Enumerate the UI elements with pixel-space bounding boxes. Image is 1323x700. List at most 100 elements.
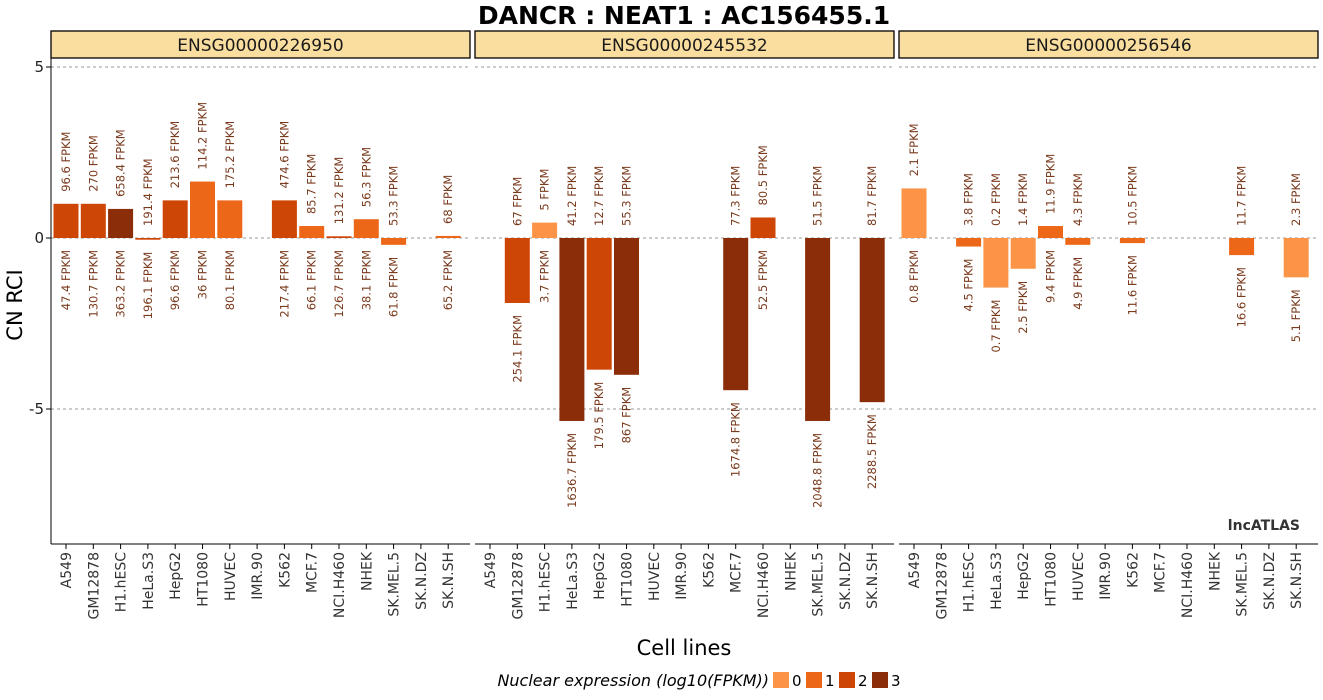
bar-label-nucleus: 3.7 FPKM xyxy=(538,250,552,303)
legend: Nuclear expression (log10(FPKM)) 0 1 2 3 xyxy=(497,671,900,690)
x-tick-label: SK.N.DZ xyxy=(414,552,430,610)
bar-label-nucleus: 66.1 FPKM xyxy=(305,250,319,310)
panel-ensg00000226950: ENSG00000226950 A549 GM12878 H1.hESC HeLa.S3… xyxy=(50,30,471,619)
x-tick-label: HUVEC xyxy=(223,552,239,601)
bar-a549 xyxy=(901,188,927,238)
bar-label-nucleus: 96.6 FPKM xyxy=(168,250,182,310)
bar-label-nucleus: 126.7 FPKM xyxy=(332,250,346,318)
legend-swatch xyxy=(839,672,855,688)
bar-label-nucleus: 65.2 FPKM xyxy=(441,250,455,310)
bar-label-cytoplasm: 11.7 FPKM xyxy=(1235,166,1249,226)
bar-nci-h460 xyxy=(750,217,776,238)
panel-ensg00000256546: ENSG00000256546 A549 GM12878 H1.hESC HeLa.S3… xyxy=(898,30,1319,619)
bar-label-cytoplasm: 68 FPKM xyxy=(441,175,455,224)
bar-label-nucleus: 196.1 FPKM xyxy=(141,252,155,320)
bar-ht1080 xyxy=(190,181,215,238)
bar-label-nucleus: 2.5 FPKM xyxy=(1016,281,1030,334)
x-tick-label: GM12878 xyxy=(934,552,950,619)
bar-huvec xyxy=(1065,238,1091,245)
bar-label-cytoplasm: 2.3 FPKM xyxy=(1289,173,1303,226)
x-tick-label: H1.hESC xyxy=(114,552,130,612)
bar-label-nucleus: 80.1 FPKM xyxy=(223,250,237,310)
x-tick-label: MCF.7 xyxy=(1153,552,1169,593)
panel-strip xyxy=(474,30,895,59)
bar-sk-n-sh xyxy=(1283,238,1309,278)
bar-label-cytoplasm: 474.6 FPKM xyxy=(277,121,291,189)
bar-label-nucleus: 217.4 FPKM xyxy=(277,250,291,318)
bar-label-cytoplasm: 55.3 FPKM xyxy=(620,166,634,226)
x-tick-label: NCI.H460 xyxy=(332,552,348,618)
x-tick-label: NHEK xyxy=(1207,551,1223,591)
bar-label-cytoplasm: 131.2 FPKM xyxy=(332,157,346,225)
x-tick-label: NHEK xyxy=(359,551,375,591)
bar-h1-hesc xyxy=(108,208,134,238)
bar-label-cytoplasm: 213.6 FPKM xyxy=(168,121,182,189)
bar-hepg2 xyxy=(586,238,612,370)
x-tick-label: MCF.7 xyxy=(729,552,745,593)
bar-k562 xyxy=(271,200,297,238)
bar-label-nucleus: 47.4 FPKM xyxy=(59,250,73,310)
bar-ht1080 xyxy=(1038,226,1063,238)
bar-label-nucleus: 4.9 FPKM xyxy=(1071,257,1085,310)
x-tick-label: GM12878 xyxy=(510,552,526,619)
bar-label-nucleus: 1674.8 FPKM xyxy=(729,402,743,477)
x-tick-label: GM12878 xyxy=(86,552,102,619)
bar-sk-mel-5 xyxy=(381,238,407,245)
bar-label-cytoplasm: 1.4 FPKM xyxy=(1016,173,1030,226)
y-axis: 5 0 -5 xyxy=(29,58,52,544)
y-axis-title: CN RCI xyxy=(3,269,27,340)
x-tick-label: MCF.7 xyxy=(305,552,321,593)
bar-label-nucleus: 9.4 FPKM xyxy=(1044,250,1058,303)
bar-label-nucleus: 52.5 FPKM xyxy=(756,250,770,310)
panel-strip-label: ENSG00000256546 xyxy=(1025,36,1191,56)
x-tick-label: NCI.H460 xyxy=(756,552,772,618)
legend-label: 3 xyxy=(891,672,901,690)
bar-hela-s3 xyxy=(983,238,1009,288)
bar-label-nucleus: 0.8 FPKM xyxy=(907,250,921,303)
x-tick-label: IMR.90 xyxy=(1098,552,1114,600)
x-tick-label: HepG2 xyxy=(168,552,184,600)
x-tick-label: IMR.90 xyxy=(250,552,266,600)
x-tick-label: IMR.90 xyxy=(674,552,690,600)
y-tick-label: -5 xyxy=(29,400,44,418)
x-tick-label: HeLa.S3 xyxy=(989,552,1005,610)
bar-label-nucleus: 5.1 FPKM xyxy=(1289,289,1303,342)
x-tick-label: NCI.H460 xyxy=(1180,552,1196,618)
bar-label-cytoplasm: 51.5 FPKM xyxy=(811,166,825,226)
panel-strip xyxy=(50,30,471,59)
bar-gm12878 xyxy=(504,238,530,303)
x-tick-label: HeLa.S3 xyxy=(565,552,581,610)
bar-label-nucleus: 4.5 FPKM xyxy=(962,259,976,312)
bar-label-cytoplasm: 5 FPKM xyxy=(538,169,552,211)
bar-label-cytoplasm: 3.8 FPKM xyxy=(962,173,976,226)
bar-label-cytoplasm: 80.5 FPKM xyxy=(756,145,770,205)
legend-swatch xyxy=(872,672,888,688)
chart-title: DANCR : NEAT1 : AC156455.1 xyxy=(478,1,890,30)
x-tick-label: SK.N.SH xyxy=(865,552,881,609)
legend-swatch xyxy=(773,672,789,688)
x-tick-label: HT1080 xyxy=(196,552,212,607)
x-tick-label: A549 xyxy=(907,552,923,588)
x-tick-label: K562 xyxy=(277,552,293,588)
x-tick-label: NHEK xyxy=(783,551,799,591)
bar-label-cytoplasm: 2.1 FPKM xyxy=(907,123,921,176)
panel-strip-label: ENSG00000226950 xyxy=(177,36,343,56)
bar-sk-n-sh xyxy=(859,238,885,403)
y-tick-label: 5 xyxy=(34,58,44,76)
bar-label-nucleus: 2048.8 FPKM xyxy=(811,433,825,508)
bar-label-nucleus: 11.6 FPKM xyxy=(1125,255,1139,315)
bar-label-nucleus: 38.1 FPKM xyxy=(359,250,373,310)
bar-label-nucleus: 254.1 FPKM xyxy=(510,315,524,383)
x-tick-label: SK.MEL.5 xyxy=(387,552,403,617)
bar-label-cytoplasm: 77.3 FPKM xyxy=(729,166,743,226)
x-tick-label: HT1080 xyxy=(620,552,636,607)
bar-label-nucleus: 0.7 FPKM xyxy=(989,300,1003,353)
bar-label-nucleus: 36 FPKM xyxy=(196,250,210,299)
legend-title: Nuclear expression (log10(FPKM)) xyxy=(497,671,769,690)
bar-label-cytoplasm: 0.2 FPKM xyxy=(989,173,1003,226)
x-axis-title: Cell lines xyxy=(637,636,732,660)
panel-ensg00000245532: ENSG00000245532 A549 GM12878 H1.hESC HeLa.S3… xyxy=(474,30,895,619)
bar-label-nucleus: 16.6 FPKM xyxy=(1235,267,1249,327)
bar-label-nucleus: 2288.5 FPKM xyxy=(865,414,879,489)
bar-label-cytoplasm: 114.2 FPKM xyxy=(196,102,210,170)
